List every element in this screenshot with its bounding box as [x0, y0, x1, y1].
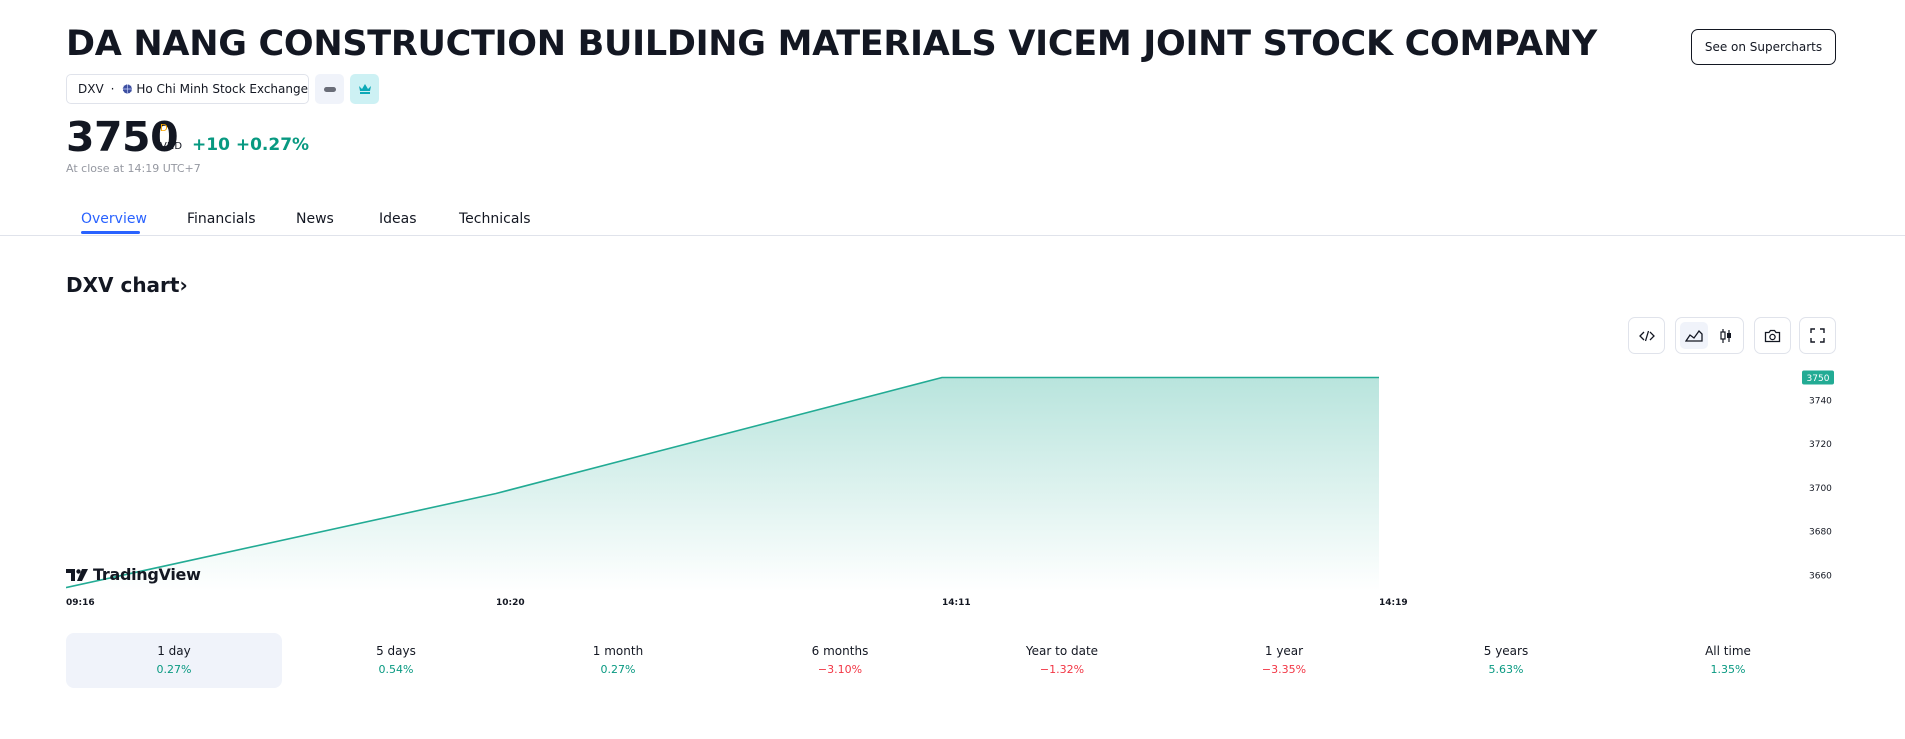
chevron-right-icon: › — [179, 273, 188, 297]
chart-style-toggle — [1675, 317, 1744, 354]
candles-icon[interactable] — [1712, 322, 1740, 349]
price-change: +10 +0.27% — [192, 135, 309, 155]
price-currency: VND — [160, 141, 183, 152]
period-label: 6 months — [811, 644, 869, 658]
last-price-marker — [1802, 370, 1834, 385]
period-label: 5 years — [1483, 644, 1529, 658]
period-year-to-date[interactable]: Year to date −1.32% — [954, 633, 1170, 688]
tab-ideas[interactable]: Ideas — [379, 211, 417, 227]
separator-dot: · — [110, 82, 115, 96]
chart-title: DXV chart — [66, 273, 180, 297]
chart-area-fill — [66, 377, 1379, 592]
crown-icon[interactable] — [350, 74, 379, 104]
period-label: 1 day — [157, 644, 191, 658]
x-tick-label: 14:11 — [942, 598, 971, 608]
page-title: DA NANG CONSTRUCTION BUILDING MATERIALS … — [66, 24, 1597, 64]
period-change: 0.27% — [600, 663, 636, 676]
chart-series-line — [66, 376, 1379, 589]
period-1-day[interactable]: 1 day 0.27% — [66, 633, 282, 688]
last-price-label: 3750 — [1807, 374, 1830, 384]
period-1-year[interactable]: 1 year −3.35% — [1176, 633, 1392, 688]
globe-icon — [121, 83, 133, 95]
tab-financials[interactable]: Financials — [187, 211, 256, 227]
exchange-name: Ho Chi Minh Stock Exchange — [136, 82, 308, 96]
embed-code-icon[interactable] — [1628, 317, 1665, 354]
tab-overview[interactable]: Overview — [81, 211, 147, 227]
change-absolute: +10 — [192, 135, 230, 155]
period-change: 1.35% — [1710, 663, 1746, 676]
period-label: 5 days — [376, 644, 416, 658]
y-tick-label: 3740 — [1809, 396, 1832, 406]
tradingview-logo-icon — [66, 568, 88, 581]
period-change: −1.32% — [1039, 663, 1085, 676]
change-percent: +0.27% — [235, 135, 310, 155]
last-price: 3750 — [66, 113, 179, 161]
chart-title-link[interactable]: DXV chart› — [66, 273, 188, 297]
period-change: 0.27% — [156, 663, 192, 676]
period-change: −3.10% — [817, 663, 863, 676]
active-tab-indicator — [81, 231, 140, 234]
y-tick-label: 3700 — [1809, 484, 1832, 494]
y-tick-label: 3720 — [1809, 440, 1832, 450]
period-1-month[interactable]: 1 month 0.27% — [510, 633, 726, 688]
period-label: All time — [1705, 644, 1751, 658]
period-5-days[interactable]: 5 days 0.54% — [288, 633, 504, 688]
fullscreen-icon[interactable] — [1799, 317, 1836, 354]
tradingview-logo[interactable]: TradingView — [66, 565, 201, 584]
see-on-supercharts-button[interactable]: See on Supercharts — [1691, 29, 1836, 65]
close-time: At close at 14:19 UTC+7 — [66, 162, 201, 175]
symbol-ticker: DXV — [78, 82, 104, 96]
camera-icon[interactable] — [1754, 317, 1791, 354]
period-label: 1 month — [592, 644, 644, 658]
x-tick-label: 09:16 — [66, 598, 95, 608]
period-label: 1 year — [1264, 644, 1304, 658]
period-6-months[interactable]: 6 months −3.10% — [732, 633, 948, 688]
period-5-years[interactable]: 5 years 5.63% — [1398, 633, 1614, 688]
period-all-time[interactable]: All time 1.35% — [1620, 633, 1836, 688]
period-selector: 1 day 0.27% 5 days 0.54% 1 month 0.27% 6… — [66, 633, 1836, 688]
area-chart-icon[interactable] — [1680, 322, 1708, 349]
x-tick-label: 14:19 — [1379, 598, 1408, 608]
tab-news[interactable]: News — [296, 211, 334, 227]
period-change: 0.54% — [378, 663, 414, 676]
x-tick-label: 10:20 — [496, 598, 525, 608]
period-label: Year to date — [1025, 644, 1099, 658]
tradingview-logo-text: TradingView — [93, 565, 201, 584]
price-chart[interactable]: 3660 3680 3700 3720 3740 09:16 10:20 14:11 14:1… — [66, 360, 1836, 612]
tab-bar: Overview Financials News Ideas Technical… — [0, 208, 1905, 236]
symbol-exchange-pill[interactable]: DXV · Ho Chi Minh Stock Exchange — [66, 74, 309, 104]
price-flag: D — [160, 123, 168, 134]
minus-icon[interactable] — [315, 74, 344, 104]
period-change: −3.35% — [1261, 663, 1307, 676]
y-tick-label: 3680 — [1809, 528, 1832, 538]
tab-technicals[interactable]: Technicals — [459, 211, 531, 227]
y-tick-label: 3660 — [1809, 571, 1832, 581]
period-change: 5.63% — [1488, 663, 1524, 676]
